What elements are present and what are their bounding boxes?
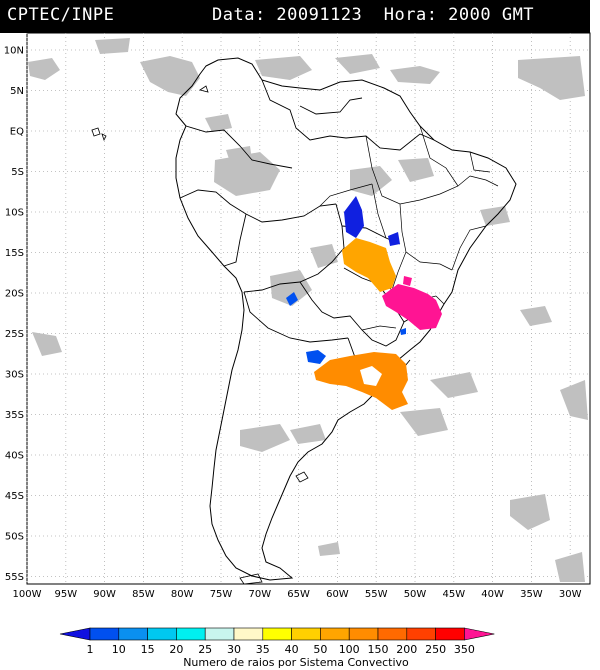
latitude-label: 50S — [5, 532, 24, 543]
color-bar-value: 20 — [169, 643, 183, 656]
color-bar-value: 30 — [227, 643, 241, 656]
convective-system — [314, 352, 408, 410]
latitude-label: 55S — [5, 572, 24, 583]
convective-system — [388, 232, 400, 246]
cloud-cover — [28, 38, 588, 582]
color-bar — [59, 627, 495, 641]
color-bar-value: 150 — [368, 643, 389, 656]
color-bar-value: 40 — [285, 643, 299, 656]
color-bar-value: 35 — [256, 643, 270, 656]
convective-system — [342, 238, 396, 292]
latitude-label: 10N — [4, 46, 24, 57]
color-bar-segment — [204, 627, 235, 641]
source-label: CPTEC/INPE — [7, 5, 115, 25]
longitude-label: 75W — [210, 589, 233, 600]
color-bar-segment — [89, 627, 120, 641]
color-bar-value: 25 — [198, 643, 212, 656]
convective-system — [400, 328, 406, 335]
convective-system — [382, 284, 442, 330]
latitude-label: 10S — [5, 208, 24, 219]
longitude-label: 70W — [248, 589, 271, 600]
convective-system — [403, 276, 412, 286]
convective-system — [286, 292, 298, 306]
color-bar-arrow-right — [464, 627, 495, 641]
longitude-label: 90W — [93, 589, 116, 600]
longitude-label: 35W — [520, 589, 543, 600]
longitude-label: 100W — [13, 589, 42, 600]
color-bar-value: 15 — [141, 643, 155, 656]
color-bar-caption: Numero de raios por Sistema Convectivo — [183, 656, 409, 669]
latitude-label: 15S — [5, 248, 24, 259]
longitude-label: 45W — [442, 589, 465, 600]
color-bar-segment — [176, 627, 206, 641]
convective-system — [306, 350, 326, 364]
convective-system — [344, 196, 364, 238]
islands — [91, 85, 309, 585]
color-bar-segment — [118, 627, 148, 641]
latitude-label: EQ — [10, 127, 24, 138]
color-bar-segment — [435, 627, 465, 641]
longitude-label: 95W — [54, 589, 77, 600]
color-bar-value: 1 — [87, 643, 94, 656]
longitude-label: 80W — [171, 589, 194, 600]
latitude-labels: 10N 5N EQ 5S 10S 15S 20S 25S 30S 35S 40S 45S 50S 55S — [4, 46, 24, 584]
longitude-label: 65W — [287, 589, 310, 600]
longitude-label: 60W — [326, 589, 349, 600]
color-bar-segment — [291, 627, 321, 641]
latitude-label: 45S — [5, 491, 24, 502]
color-bar-labels: 1 10 15 20 25 30 35 40 50 100 150 200 250 350 — [87, 643, 475, 656]
latitude-label: 5S — [11, 167, 24, 178]
map-frame — [26, 32, 591, 585]
longitude-labels: 100W 95W 90W 85W 80W 75W 70W 65W 60W 55W 50W 45W 40W… — [13, 589, 582, 600]
color-bar-value: 350 — [454, 643, 475, 656]
title-bar: CPTEC/INPE Data: 20091123 Hora: 2000 GMT — [0, 0, 590, 33]
latitude-label: 20S — [5, 289, 24, 300]
longitude-label: 30W — [559, 589, 582, 600]
longitude-label: 50W — [404, 589, 427, 600]
color-bar-value: 250 — [425, 643, 446, 656]
color-bar-segment — [320, 627, 350, 641]
color-bar-value: 50 — [313, 643, 327, 656]
convective-system — [360, 366, 382, 386]
longitude-label: 85W — [132, 589, 155, 600]
convective-systems — [286, 196, 442, 410]
longitude-label: 40W — [481, 589, 504, 600]
latitude-label: 30S — [5, 370, 24, 381]
latitude-label: 35S — [5, 410, 24, 421]
color-bar-value: 200 — [396, 643, 417, 656]
longitude-label: 55W — [365, 589, 388, 600]
color-bar-value: 10 — [112, 643, 126, 656]
latitude-label: 5N — [10, 86, 24, 97]
color-bar-segment — [262, 627, 292, 641]
latitude-label: 40S — [5, 451, 24, 462]
color-bar-arrow-left — [59, 627, 91, 641]
datetime-label: Data: 20091123 Hora: 2000 GMT — [212, 5, 535, 25]
color-bar-value: 100 — [339, 643, 360, 656]
color-bar-segment — [147, 627, 177, 641]
color-bar-segment — [377, 627, 408, 641]
south-america-outline — [175, 57, 517, 581]
color-bar-segment — [233, 627, 264, 641]
color-bar-segment — [406, 627, 436, 641]
color-bar-segment — [348, 627, 379, 641]
latitude-label: 25S — [5, 329, 24, 340]
